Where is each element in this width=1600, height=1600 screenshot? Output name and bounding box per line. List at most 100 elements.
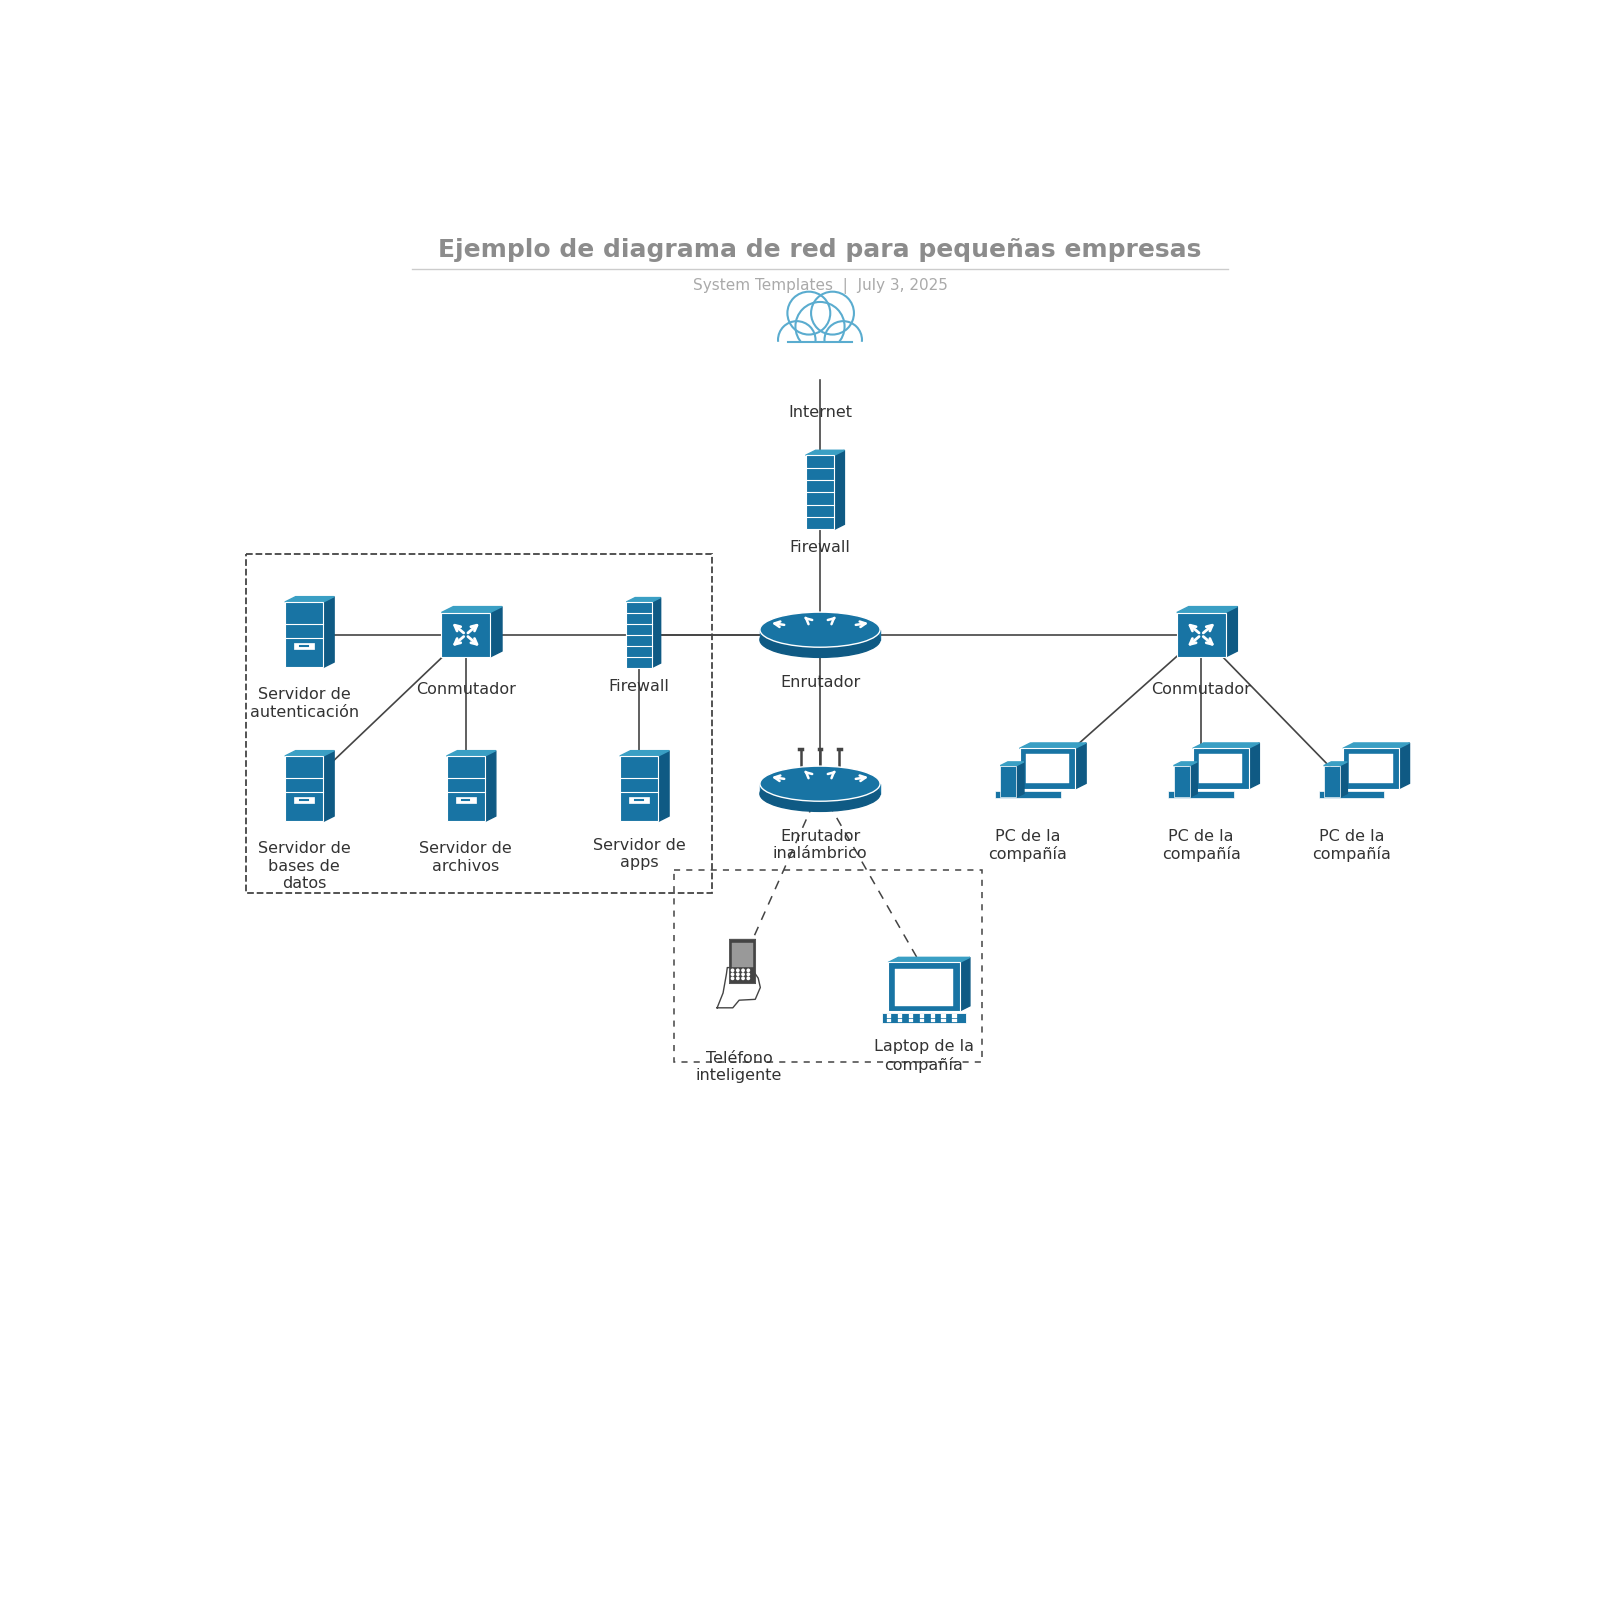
Ellipse shape <box>760 622 880 658</box>
Polygon shape <box>1248 742 1259 789</box>
FancyBboxPatch shape <box>1192 749 1248 789</box>
Polygon shape <box>1342 742 1410 749</box>
FancyBboxPatch shape <box>886 1014 891 1018</box>
FancyBboxPatch shape <box>898 1019 902 1022</box>
Polygon shape <box>1323 762 1347 766</box>
Polygon shape <box>1226 606 1237 658</box>
Polygon shape <box>1016 762 1024 797</box>
Polygon shape <box>1398 742 1410 789</box>
FancyBboxPatch shape <box>941 1014 946 1018</box>
Text: Internet: Internet <box>787 405 851 421</box>
Polygon shape <box>960 957 970 1011</box>
Polygon shape <box>1173 762 1197 766</box>
Polygon shape <box>285 750 334 757</box>
FancyBboxPatch shape <box>805 456 835 530</box>
FancyBboxPatch shape <box>909 1014 914 1018</box>
Ellipse shape <box>760 776 880 811</box>
Text: Servidor de
autenticación: Servidor de autenticación <box>250 686 358 720</box>
Polygon shape <box>323 750 334 821</box>
FancyBboxPatch shape <box>294 797 314 803</box>
FancyBboxPatch shape <box>1168 790 1234 798</box>
FancyBboxPatch shape <box>920 1014 923 1018</box>
FancyBboxPatch shape <box>446 757 485 821</box>
Polygon shape <box>1192 742 1259 749</box>
Text: Enrutador
inalámbrico: Enrutador inalámbrico <box>773 829 867 861</box>
FancyBboxPatch shape <box>941 1019 946 1022</box>
Circle shape <box>747 973 749 976</box>
Text: Firewall: Firewall <box>608 680 669 694</box>
Polygon shape <box>446 750 496 757</box>
Polygon shape <box>658 750 669 821</box>
Polygon shape <box>651 597 661 667</box>
Polygon shape <box>835 450 845 530</box>
FancyBboxPatch shape <box>1342 749 1398 789</box>
Circle shape <box>742 970 744 971</box>
Circle shape <box>811 291 854 334</box>
Circle shape <box>736 970 739 971</box>
Polygon shape <box>1000 762 1024 766</box>
FancyBboxPatch shape <box>733 942 752 968</box>
FancyBboxPatch shape <box>888 963 960 1011</box>
Circle shape <box>795 302 845 350</box>
FancyBboxPatch shape <box>1198 754 1243 784</box>
FancyBboxPatch shape <box>1173 766 1190 797</box>
Circle shape <box>742 978 744 979</box>
Text: Servidor de
apps: Servidor de apps <box>592 838 685 870</box>
FancyBboxPatch shape <box>1349 754 1392 784</box>
Polygon shape <box>323 597 334 667</box>
Circle shape <box>824 322 862 358</box>
Circle shape <box>731 978 734 979</box>
FancyBboxPatch shape <box>629 797 650 803</box>
FancyBboxPatch shape <box>898 1014 902 1018</box>
Polygon shape <box>888 957 970 963</box>
Circle shape <box>731 973 734 976</box>
Circle shape <box>747 970 749 971</box>
Polygon shape <box>1019 742 1086 749</box>
FancyBboxPatch shape <box>285 602 323 667</box>
Text: System Templates  |  July 3, 2025: System Templates | July 3, 2025 <box>693 278 947 294</box>
Text: Firewall: Firewall <box>789 541 851 555</box>
FancyBboxPatch shape <box>456 797 475 803</box>
Text: PC de la
compañía: PC de la compañía <box>1162 829 1240 862</box>
Polygon shape <box>442 606 502 613</box>
FancyBboxPatch shape <box>952 1014 957 1018</box>
FancyBboxPatch shape <box>931 1014 934 1018</box>
FancyBboxPatch shape <box>894 968 954 1005</box>
Text: Teléfono
inteligente: Teléfono inteligente <box>696 1051 782 1083</box>
Circle shape <box>742 973 744 976</box>
Ellipse shape <box>760 613 880 648</box>
Text: Conmutador: Conmutador <box>416 683 515 698</box>
FancyBboxPatch shape <box>1000 766 1016 797</box>
Polygon shape <box>805 450 845 456</box>
Polygon shape <box>285 597 334 602</box>
Circle shape <box>778 322 816 358</box>
FancyBboxPatch shape <box>882 1013 966 1022</box>
Text: Conmutador: Conmutador <box>1152 683 1251 698</box>
FancyBboxPatch shape <box>442 613 490 658</box>
FancyBboxPatch shape <box>995 790 1061 798</box>
Polygon shape <box>717 968 760 1008</box>
FancyBboxPatch shape <box>931 1019 934 1022</box>
Text: PC de la
compañía: PC de la compañía <box>1312 829 1390 862</box>
Polygon shape <box>490 606 502 658</box>
Polygon shape <box>619 750 669 757</box>
FancyBboxPatch shape <box>1318 790 1384 798</box>
Circle shape <box>736 973 739 976</box>
FancyBboxPatch shape <box>760 784 880 794</box>
FancyBboxPatch shape <box>285 757 323 821</box>
FancyBboxPatch shape <box>952 1019 957 1022</box>
Text: Laptop de la
compañía: Laptop de la compañía <box>874 1038 974 1072</box>
FancyBboxPatch shape <box>1019 749 1075 789</box>
FancyBboxPatch shape <box>886 1019 891 1022</box>
Text: PC de la
compañía: PC de la compañía <box>989 829 1067 862</box>
Ellipse shape <box>760 766 880 802</box>
Polygon shape <box>1190 762 1197 797</box>
Circle shape <box>736 978 739 979</box>
FancyBboxPatch shape <box>920 1019 923 1022</box>
Polygon shape <box>485 750 496 821</box>
Polygon shape <box>1075 742 1086 789</box>
Text: Servidor de
archivos: Servidor de archivos <box>419 842 512 874</box>
FancyBboxPatch shape <box>1176 613 1226 658</box>
Text: Ejemplo de diagrama de red para pequeñas empresas: Ejemplo de diagrama de red para pequeñas… <box>438 238 1202 262</box>
Polygon shape <box>1339 762 1347 797</box>
